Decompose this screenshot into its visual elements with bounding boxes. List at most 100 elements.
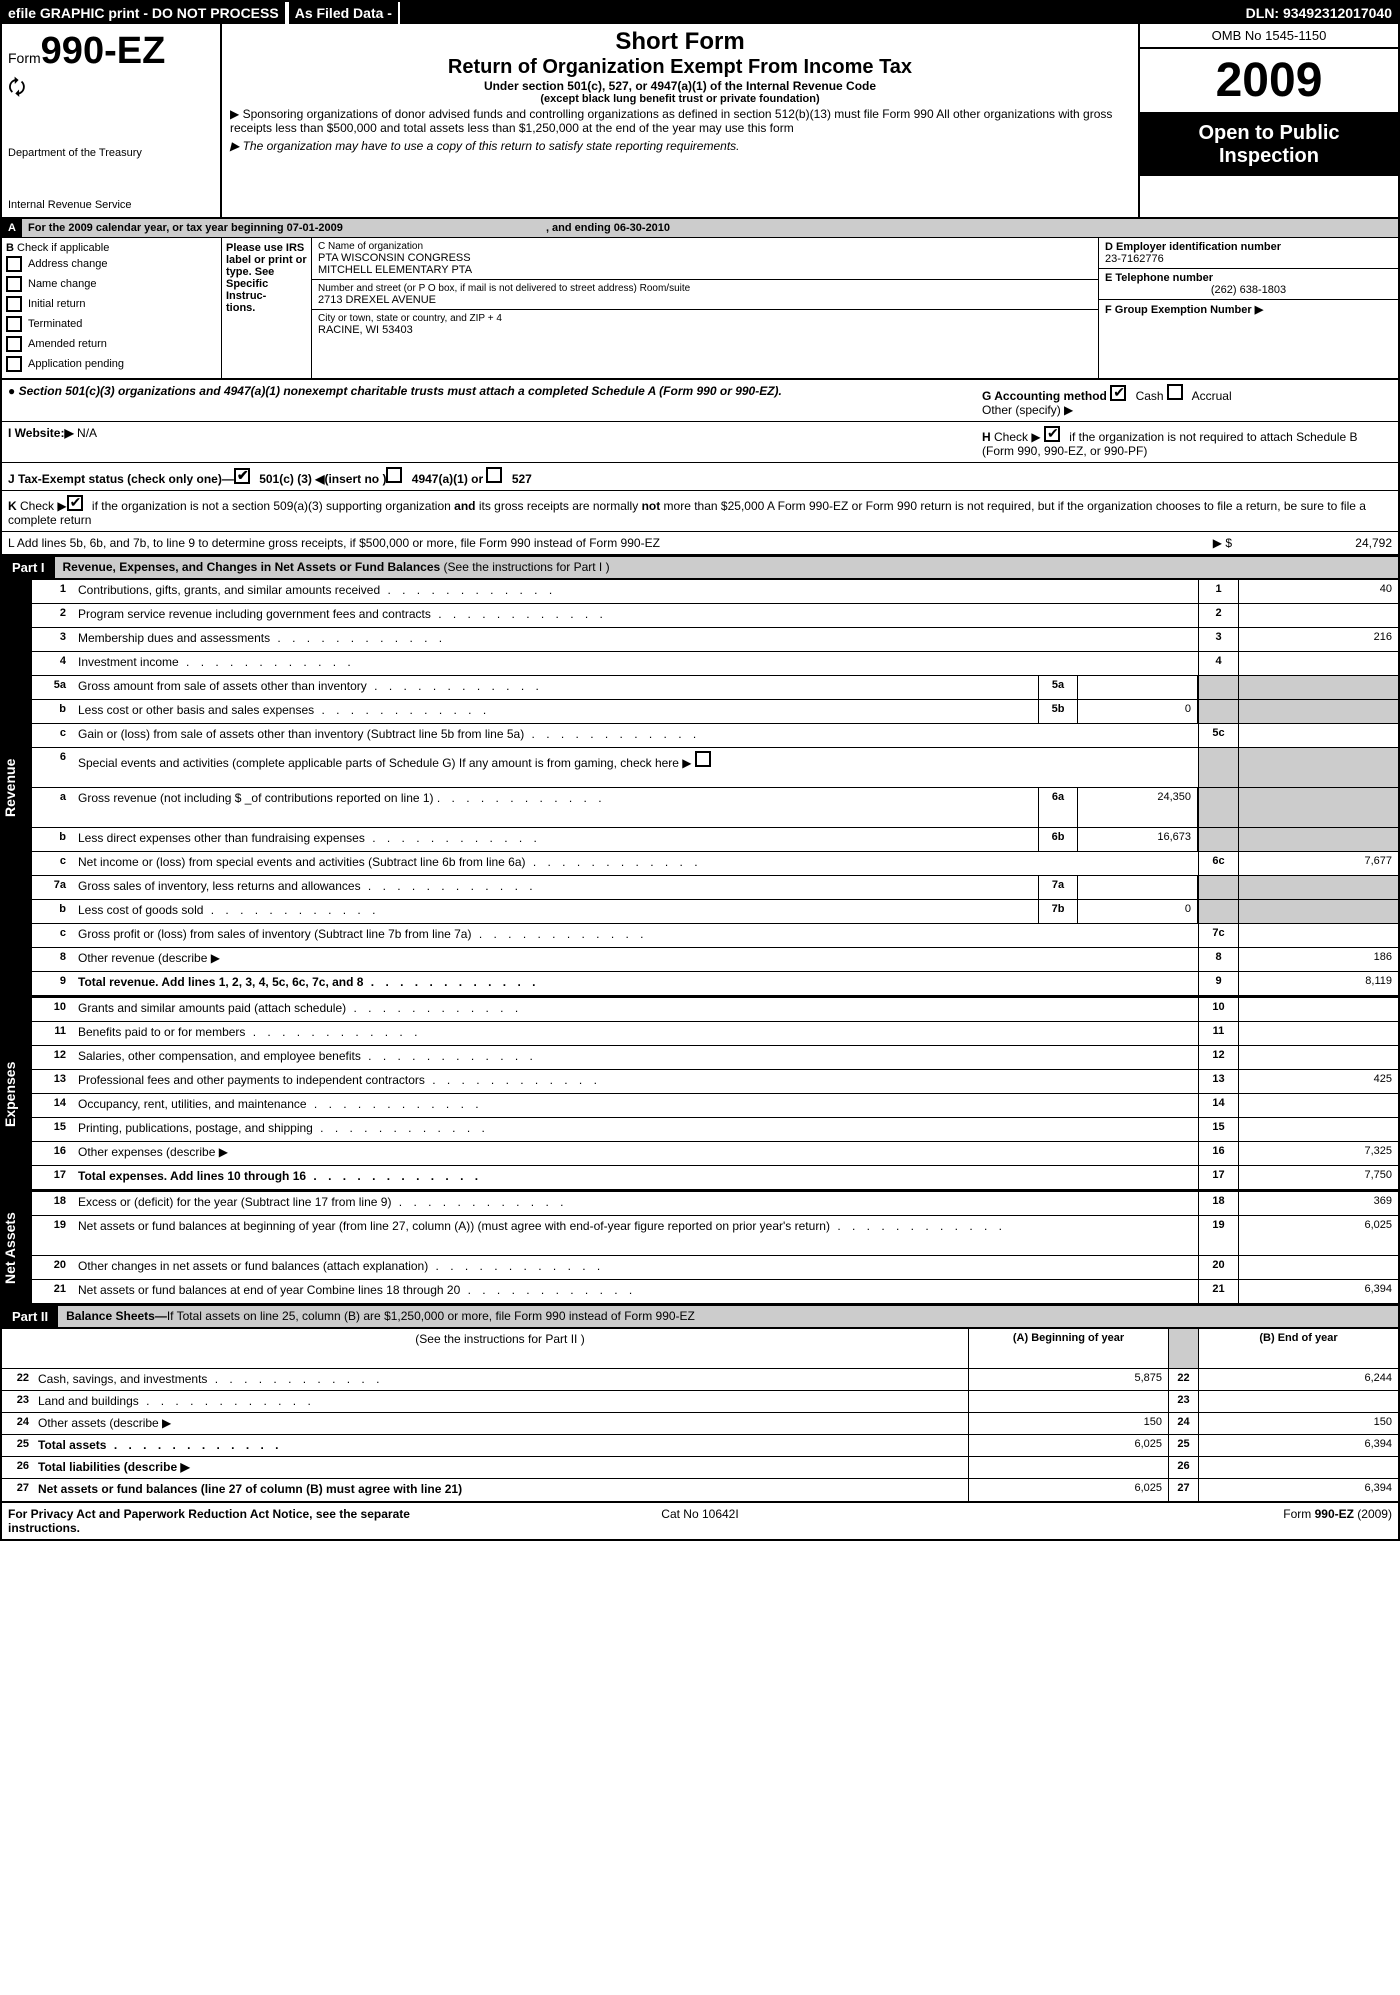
chk-name-change[interactable]: Name change <box>6 274 217 294</box>
row-a-text: For the 2009 calendar year, or tax year … <box>22 219 1398 237</box>
chk-h[interactable] <box>1044 426 1060 442</box>
dept-label: Department of the Treasury <box>8 147 214 159</box>
city-cell: City or town, state or country, and ZIP … <box>312 310 1098 339</box>
bs-col-b: (B) End of year <box>1198 1329 1398 1368</box>
please-use-label: Please use IRS label or print or type. S… <box>222 238 312 378</box>
h-label: H <box>982 430 991 444</box>
g-other: Other (specify) ▶ <box>982 403 1392 417</box>
website-row: I Website:▶ N/A H Check ▶ if the organiz… <box>2 422 1398 463</box>
part1-label: Part I <box>2 557 55 578</box>
sponsor-note-2: ▶ The organization may have to use a cop… <box>230 137 1130 155</box>
accounting-method: G Accounting method Cash Accrual Other (… <box>972 384 1392 417</box>
sponsor-note-1: ▶ Sponsoring organizations of donor advi… <box>230 105 1130 137</box>
revenue-section: Revenue 1Contributions, gifts, grants, a… <box>2 580 1398 996</box>
paren-note: (except black lung benefit trust or priv… <box>230 93 1130 105</box>
chk-terminated[interactable]: Terminated <box>6 314 217 334</box>
section-c: Please use IRS label or print or type. S… <box>222 238 1098 378</box>
part1-title: Revenue, Expenses, and Changes in Net As… <box>55 557 1398 578</box>
footer-left: For Privacy Act and Paperwork Reduction … <box>8 1507 469 1535</box>
netassets-section: Net Assets 18Excess or (deficit) for the… <box>2 1190 1398 1304</box>
dln-label: DLN: 93492312017040 <box>1240 2 1398 24</box>
chk-pending[interactable]: Application pending <box>6 354 217 374</box>
footer-right: Form 990-EZ (2009) <box>931 1507 1392 1535</box>
revenue-lines: 1Contributions, gifts, grants, and simil… <box>32 580 1398 996</box>
chk-accrual[interactable] <box>1167 384 1183 400</box>
form-number: 990-EZ <box>41 30 166 72</box>
section-d-e-f: D Employer identification number 23-7162… <box>1098 238 1398 378</box>
section-501-row: ● Section 501(c)(3) organizations and 49… <box>2 380 1398 422</box>
form-header: Form990-EZ 🗘 Department of the Treasury … <box>2 24 1398 219</box>
topbar: efile GRAPHIC print - DO NOT PROCESS As … <box>2 2 1398 24</box>
omb-number: OMB No 1545-1150 <box>1140 24 1398 49</box>
h-cell: H Check ▶ if the organization is not req… <box>972 426 1392 458</box>
ein-value: 23-7162776 <box>1105 253 1392 265</box>
street-value: 2713 DREXEL AVENUE <box>318 294 1092 306</box>
open-public-label: Open to Public Inspection <box>1140 114 1398 176</box>
part2-label: Part II <box>2 1306 58 1327</box>
chk-amended[interactable]: Amended return <box>6 334 217 354</box>
irs-label: Internal Revenue Service <box>8 199 214 211</box>
chk-k[interactable] <box>67 495 83 511</box>
group-cell: F Group Exemption Number ▶ <box>1099 300 1398 319</box>
efile-label: efile GRAPHIC print - DO NOT PROCESS <box>2 2 287 24</box>
street-label: Number and street (or P O box, if mail i… <box>318 283 1092 294</box>
row-a-begin: For the 2009 calendar year, or tax year … <box>28 222 343 234</box>
tel-cell: E Telephone number (262) 638-1803 <box>1099 269 1398 300</box>
asfiled-label: As Filed Data - <box>287 2 400 24</box>
expenses-section: Expenses 10Grants and similar amounts pa… <box>2 996 1398 1190</box>
tel-value: (262) 638-1803 <box>1105 284 1392 296</box>
g-label: G Accounting method <box>982 389 1107 403</box>
header-left: Form990-EZ 🗘 Department of the Treasury … <box>2 24 222 217</box>
city-label: City or town, state or country, and ZIP … <box>318 313 1092 324</box>
line-k-text: K Check ▶ if the organization is not a s… <box>8 495 1392 527</box>
line-l: L Add lines 5b, 6b, and 7b, to line 9 to… <box>2 532 1398 555</box>
chk-gaming[interactable] <box>695 751 711 767</box>
subtitle: Under section 501(c), 527, or 4947(a)(1)… <box>230 79 1130 93</box>
part2-header: Part II Balance Sheets—If Total assets o… <box>2 1304 1398 1329</box>
org-info: C Name of organization PTA WISCONSIN CON… <box>312 238 1098 378</box>
org-name-1: PTA WISCONSIN CONGRESS <box>318 252 1092 264</box>
part2-title: Balance Sheets—If Total assets on line 2… <box>58 1306 1398 1327</box>
name-label: C Name of organization <box>318 241 1092 252</box>
street-cell: Number and street (or P O box, if mail i… <box>312 280 1098 310</box>
ein-cell: D Employer identification number 23-7162… <box>1099 238 1398 269</box>
netassets-lines: 18Excess or (deficit) for the year (Subt… <box>32 1192 1398 1304</box>
org-name-2: MITCHELL ELEMENTARY PTA <box>318 264 1092 276</box>
expenses-lines: 10Grants and similar amounts paid (attac… <box>32 998 1398 1190</box>
chk-527[interactable] <box>486 467 502 483</box>
row-a: A For the 2009 calendar year, or tax yea… <box>2 219 1398 238</box>
form-prefix: Form <box>8 50 41 66</box>
line-l-value: 24,792 <box>1232 536 1392 550</box>
netassets-side-label: Net Assets <box>2 1192 32 1304</box>
chk-501c[interactable] <box>234 468 250 484</box>
row-a-label: A <box>2 219 22 237</box>
topbar-spacer <box>400 2 1240 24</box>
recycle-icon: 🗘 <box>8 73 214 107</box>
line-l-text: L Add lines 5b, 6b, and 7b, to line 9 to… <box>8 536 1152 550</box>
row-a-end: , and ending 06-30-2010 <box>546 222 670 234</box>
tax-year: 2009 <box>1140 49 1398 114</box>
chk-address-change[interactable]: Address change <box>6 254 217 274</box>
group-label: F Group Exemption Number ▶ <box>1105 303 1392 316</box>
section-b: B Check if applicable Address change Nam… <box>2 238 222 378</box>
website-value: N/A <box>77 426 97 440</box>
website-label: I Website:▶ <box>8 426 74 440</box>
org-name-cell: C Name of organization PTA WISCONSIN CON… <box>312 238 1098 280</box>
chk-cash[interactable] <box>1110 385 1126 401</box>
b-header: Check if applicable <box>17 242 109 254</box>
expenses-side-label: Expenses <box>2 998 32 1190</box>
footer-mid: Cat No 10642I <box>469 1507 930 1535</box>
chk-4947[interactable] <box>386 467 402 483</box>
short-form-title: Short Form <box>230 28 1130 56</box>
header-mid: Short Form Return of Organization Exempt… <box>222 24 1138 217</box>
address-block: B Check if applicable Address change Nam… <box>2 238 1398 380</box>
line-j: J Tax-Exempt status (check only one)— 50… <box>2 463 1398 491</box>
line-l-arrow: ▶ $ <box>1152 536 1232 550</box>
bs-header-row: (See the instructions for Part II ) (A) … <box>2 1329 1398 1369</box>
revenue-side-label: Revenue <box>2 580 32 996</box>
header-right: OMB No 1545-1150 2009 Open to Public Ins… <box>1138 24 1398 217</box>
chk-initial-return[interactable]: Initial return <box>6 294 217 314</box>
section-501-text: ● Section 501(c)(3) organizations and 49… <box>8 384 972 417</box>
website-cell: I Website:▶ N/A <box>8 426 972 458</box>
bs-instr: (See the instructions for Part II ) <box>32 1329 968 1368</box>
